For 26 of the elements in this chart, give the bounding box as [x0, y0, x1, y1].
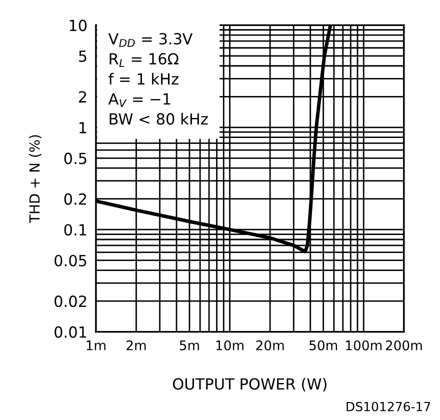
- y-tick-label: 0.2: [64, 193, 86, 205]
- y-tick-label: 2: [78, 91, 86, 102]
- text: DS101276-17: [346, 402, 430, 412]
- y-tick-label: 0.5: [64, 152, 86, 164]
- x-tick-label: 100m: [346, 340, 382, 350]
- y-tick-label: 0.02: [54, 296, 86, 308]
- annotation: f = 1 kHz: [108, 72, 178, 84]
- annotation: V$_{DD}$ = 3.3V: [108, 33, 193, 47]
- y-tick-label: 5: [79, 50, 86, 62]
- x-tick-label: 2m: [126, 340, 146, 350]
- y-tick-label: 0.05: [54, 254, 86, 266]
- x-tick-label: 5m: [180, 340, 199, 350]
- annotation: A$_{V}$ = −1: [108, 93, 170, 107]
- annotation: R$_{L}$ = 16Ω: [110, 53, 178, 67]
- x-tick-label: 20m: [256, 340, 284, 350]
- x-axis-title: OUTPUT POWER (W): [172, 378, 326, 392]
- y-tick-label: 0.01: [54, 326, 86, 338]
- x-tick-label: 10m: [216, 340, 244, 350]
- y-axis-title: THD + N (%): [29, 135, 42, 224]
- x-tick-label: 200m: [386, 340, 422, 350]
- y-tick-label: 0.1: [64, 224, 86, 236]
- x-tick-label: 1m: [86, 340, 106, 350]
- annotation: BW < 80 kHz: [110, 112, 208, 125]
- x-tick-label: 50m: [310, 340, 338, 350]
- y-tick-label: 1: [80, 122, 86, 134]
- y-tick-label: 10: [70, 20, 87, 32]
